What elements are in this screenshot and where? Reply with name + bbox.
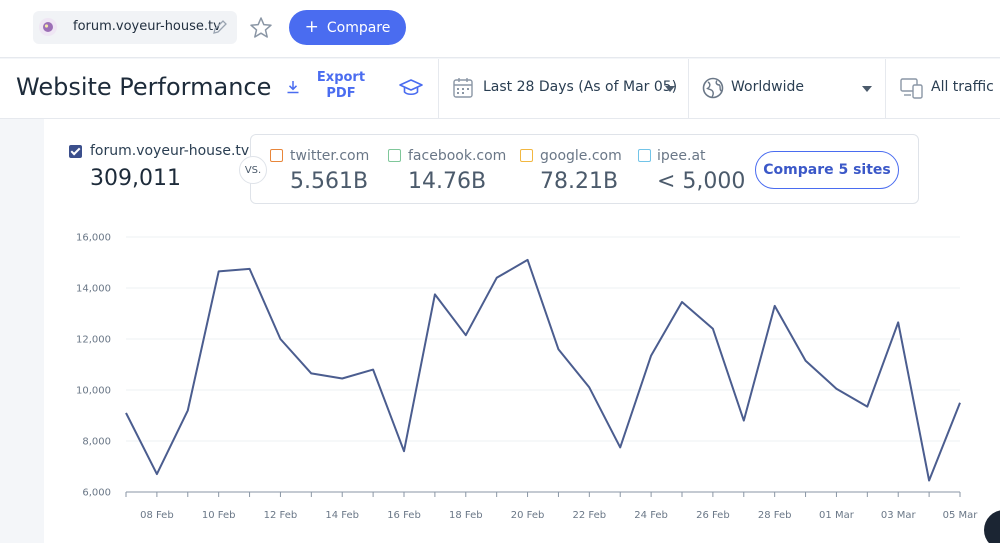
star-icon[interactable] xyxy=(248,15,274,41)
geo-select[interactable]: Worldwide xyxy=(731,79,804,95)
main-site-checkbox[interactable] xyxy=(69,145,82,158)
compare-sites-button[interactable]: Compare 5 sites xyxy=(755,151,899,189)
page-title: Website Performance xyxy=(16,73,272,101)
competitor-visits: 5.561B xyxy=(290,169,369,194)
top-bar: forum.voyeur-house.tv + Compare xyxy=(0,0,1000,58)
competitor-domain: facebook.com xyxy=(408,148,507,164)
competitor-checkbox[interactable] xyxy=(520,149,533,162)
date-range-select[interactable]: Last 28 Days (As of Mar 05) xyxy=(483,79,678,95)
main-site-visits: 309,011 xyxy=(90,166,181,191)
competitor-checkbox[interactable] xyxy=(388,149,401,162)
site-name: forum.voyeur-house.tv xyxy=(73,19,221,34)
header-divider xyxy=(438,59,439,119)
export-pdf-button[interactable]: Export PDF xyxy=(316,70,366,101)
site-favicon-icon xyxy=(39,18,57,36)
competitor-domain: ipee.at xyxy=(657,148,706,164)
compare-button-label: Compare xyxy=(326,19,391,36)
globe-icon[interactable] xyxy=(702,77,724,99)
chevron-down-icon[interactable] xyxy=(862,86,872,92)
calendar-icon[interactable] xyxy=(452,76,474,100)
vs-badge: VS. xyxy=(239,156,267,184)
plus-icon: + xyxy=(304,17,319,37)
site-chip[interactable]: forum.voyeur-house.tv xyxy=(33,11,237,44)
download-icon[interactable] xyxy=(285,79,301,95)
competitor-checkbox[interactable] xyxy=(270,149,283,162)
header-divider xyxy=(885,59,886,119)
competitor-visits: < 5,000 xyxy=(657,169,746,194)
compare-button[interactable]: + Compare xyxy=(289,10,406,45)
main-site-domain: forum.voyeur-house.tv xyxy=(90,143,250,159)
header-divider xyxy=(688,59,689,119)
devices-icon[interactable] xyxy=(899,76,925,100)
performance-header: Website Performance Export PDF Last 28 D… xyxy=(0,59,1000,119)
competitor-visits: 14.76B xyxy=(408,169,487,194)
competitor-domain: twitter.com xyxy=(290,148,370,164)
competitor-domain: google.com xyxy=(540,148,622,164)
traffic-select[interactable]: All traffic xyxy=(931,79,994,95)
graduation-cap-icon[interactable] xyxy=(398,77,424,99)
competitor-visits: 78.21B xyxy=(540,169,619,194)
chat-bubble-button[interactable] xyxy=(984,510,1000,543)
chevron-down-icon[interactable] xyxy=(665,86,675,92)
pencil-icon[interactable] xyxy=(211,18,229,36)
competitor-checkbox[interactable] xyxy=(638,149,651,162)
